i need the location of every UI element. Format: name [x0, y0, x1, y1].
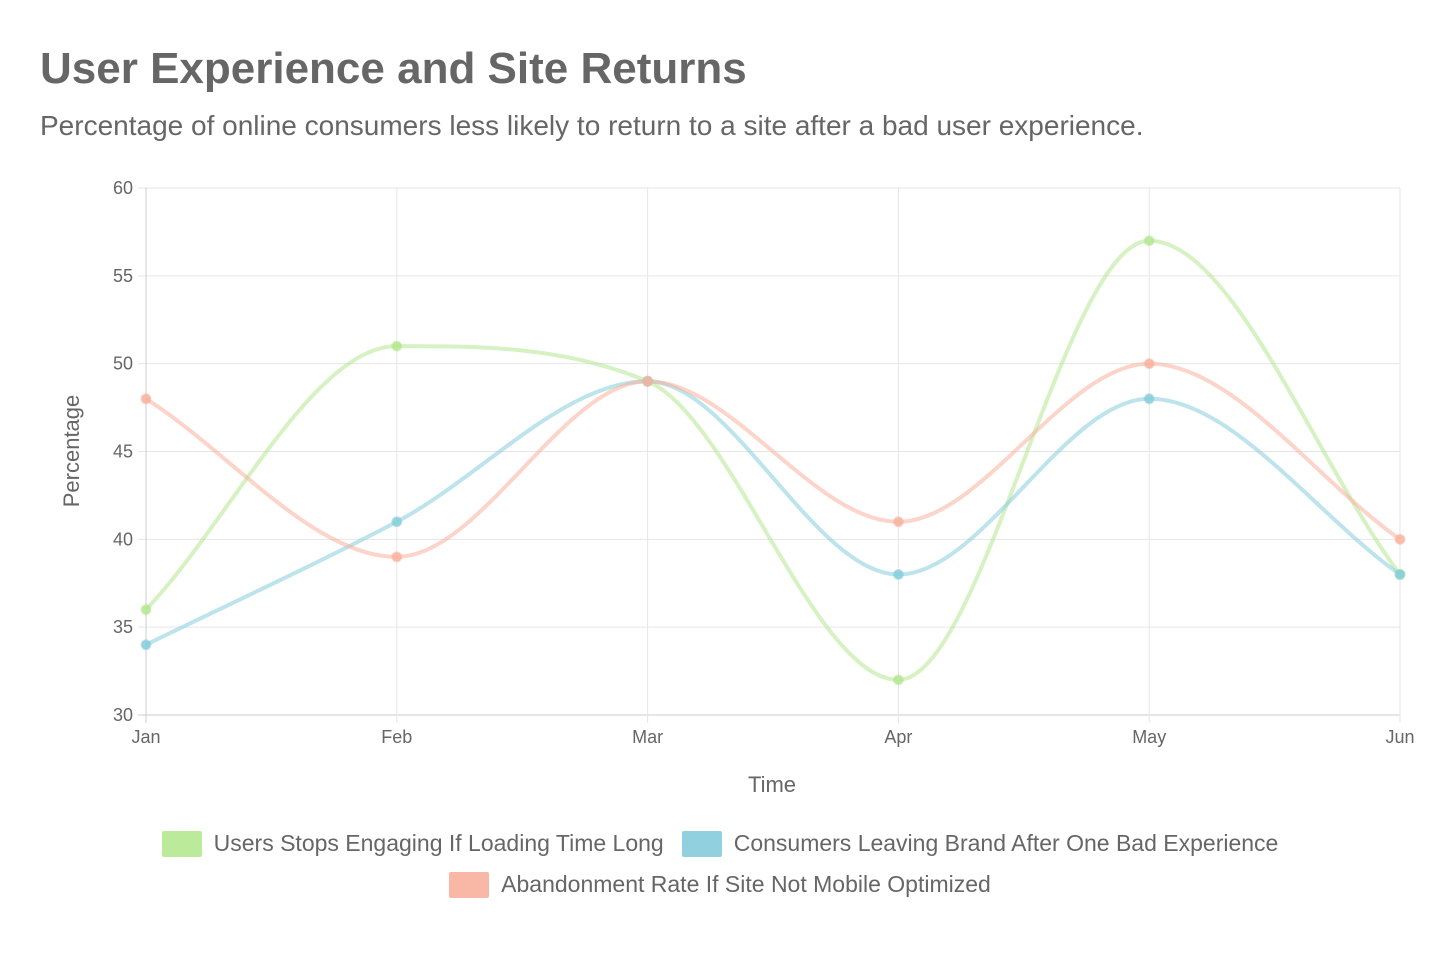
data-point[interactable]	[140, 639, 152, 651]
legend-swatch	[161, 830, 202, 857]
data-point[interactable]	[140, 604, 152, 616]
chart-title: User Experience and Site Returns	[40, 44, 747, 93]
data-point[interactable]	[391, 516, 403, 528]
x-tick-label: May	[1132, 727, 1166, 747]
y-tick-label: 40	[113, 529, 133, 549]
x-tick-label: Jan	[131, 727, 160, 747]
legend-swatch	[449, 871, 490, 898]
data-point[interactable]	[1143, 393, 1155, 405]
data-point[interactable]	[1143, 235, 1155, 247]
line-chart: 30 35 40 45 50 55 60 Jan Feb Mar Apr May Jun Time Pe…	[59, 178, 1415, 797]
legend-label: Users Stops Engaging If Loading Time Lon…	[213, 830, 664, 856]
data-point[interactable]	[1394, 568, 1406, 580]
x-tick-label: Apr	[884, 727, 912, 747]
series-line-2	[145, 379, 1402, 647]
y-axis-title: Percentage	[59, 395, 84, 508]
y-tick-label: 50	[113, 354, 133, 374]
legend-item-mobile-abandonment[interactable]: Abandonment Rate If Site Not Mobile Opti…	[449, 871, 991, 898]
legend-item-loading-time[interactable]: Users Stops Engaging If Loading Time Lon…	[161, 830, 664, 857]
x-tick-label: Jun	[1385, 727, 1414, 747]
data-point[interactable]	[1394, 533, 1406, 545]
tick-labels: 30 35 40 45 50 55 60 Jan Feb Mar Apr May Jun	[113, 178, 1415, 747]
legend-label: Consumers Leaving Brand After One Bad Ex…	[733, 830, 1279, 856]
y-tick-label: 60	[113, 178, 133, 198]
legend-row-2: Abandonment Rate If Site Not Mobile Opti…	[0, 871, 1440, 898]
data-point[interactable]	[391, 340, 403, 352]
series-line-1	[144, 238, 1402, 682]
data-points	[140, 235, 1406, 686]
x-tick-label: Feb	[381, 727, 412, 747]
data-point[interactable]	[642, 375, 654, 387]
series-lines	[144, 238, 1402, 682]
data-point[interactable]	[1143, 358, 1155, 370]
data-point[interactable]	[892, 674, 904, 686]
legend: Users Stops Engaging If Loading Time Lon…	[0, 830, 1440, 898]
series-line-3	[144, 361, 1402, 559]
y-tick-label: 35	[113, 617, 133, 637]
x-tick-label: Mar	[632, 727, 663, 747]
legend-row-1: Users Stops Engaging If Loading Time Lon…	[0, 830, 1440, 857]
legend-item-brand-leaving[interactable]: Consumers Leaving Brand After One Bad Ex…	[681, 830, 1279, 857]
data-point[interactable]	[140, 393, 152, 405]
legend-swatch	[681, 830, 722, 857]
grid-lines	[138, 187, 1401, 723]
y-tick-label: 45	[113, 442, 133, 462]
y-tick-label: 30	[113, 705, 133, 725]
chart-subtitle: Percentage of online consumers less like…	[40, 110, 1144, 141]
legend-label: Abandonment Rate If Site Not Mobile Opti…	[501, 871, 991, 897]
data-point[interactable]	[391, 551, 403, 563]
data-point[interactable]	[892, 516, 904, 528]
y-tick-label: 55	[113, 266, 133, 286]
x-axis-title: Time	[748, 772, 796, 797]
data-point[interactable]	[892, 568, 904, 580]
